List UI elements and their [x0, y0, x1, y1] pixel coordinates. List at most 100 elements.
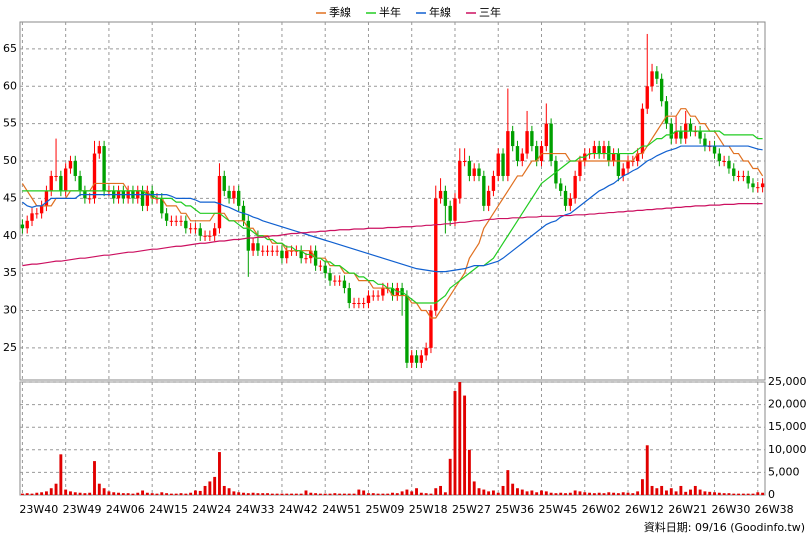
- ma-line: [22, 203, 763, 267]
- volume-bar: [386, 493, 390, 495]
- candle-body: [659, 78, 664, 102]
- volume-bar: [732, 493, 736, 495]
- volume-bar: [141, 490, 145, 495]
- candle-body: [270, 250, 275, 252]
- y-tick-label: 35: [3, 266, 17, 279]
- volume-bar: [602, 493, 606, 495]
- candle-body: [669, 123, 673, 139]
- volume-bar: [669, 488, 673, 495]
- volume-bar: [169, 493, 173, 495]
- volume-bar: [578, 491, 582, 495]
- candle-body: [549, 123, 553, 162]
- volume-bar: [126, 493, 130, 495]
- volume-bar: [439, 485, 443, 495]
- volume-bar: [280, 493, 284, 495]
- volume-bar: [616, 493, 620, 495]
- volume-bar: [367, 493, 370, 495]
- volume-bar: [83, 493, 87, 495]
- y2-tick-label: 5,000: [768, 465, 800, 478]
- y2-tick-label: 15,000: [768, 420, 807, 433]
- volume-bar: [501, 485, 505, 495]
- volume-bar: [612, 492, 616, 495]
- volume-bar: [530, 490, 534, 495]
- x-tick-label: 24W15: [149, 503, 188, 516]
- volume-bar: [73, 492, 77, 495]
- candle-body: [208, 235, 212, 237]
- volume-bar: [328, 493, 332, 495]
- candle-body: [342, 280, 347, 289]
- volume-bar: [496, 492, 500, 495]
- volume-bar: [693, 485, 697, 495]
- candle-body: [458, 161, 462, 199]
- volume-bar: [568, 492, 572, 495]
- candle-body: [616, 153, 621, 176]
- volume-bar: [40, 492, 44, 495]
- candle-body: [674, 131, 678, 139]
- ma-line: [22, 130, 763, 304]
- candle-body: [357, 303, 361, 305]
- volume-bar: [544, 491, 548, 495]
- candle-body: [640, 108, 645, 154]
- volume-bar: [722, 493, 726, 495]
- candle-body: [482, 175, 486, 206]
- candle-body: [251, 243, 255, 251]
- x-tick-label: 25W45: [539, 503, 578, 516]
- volume-bar: [506, 470, 510, 495]
- volume-bar: [487, 491, 491, 495]
- footer: 資料日期: 09/16 (Goodinfo.tw): [644, 520, 805, 534]
- candle-body: [174, 220, 178, 222]
- y-tick-label: 45: [3, 191, 17, 204]
- candle-body: [366, 295, 371, 304]
- volume-bar: [540, 490, 543, 495]
- candle-body: [179, 220, 183, 222]
- volume-bar: [64, 489, 68, 495]
- candle-body: [337, 280, 342, 282]
- volume-bar: [112, 492, 116, 495]
- candle-body: [227, 190, 231, 199]
- volume-bar: [597, 492, 601, 495]
- candle-body: [410, 355, 414, 363]
- candle-body: [347, 288, 351, 304]
- volume-bar: [703, 491, 707, 495]
- candle-body: [530, 131, 534, 147]
- candle-body: [44, 190, 49, 206]
- candle-body: [462, 161, 467, 163]
- x-tick-label: 25W27: [452, 503, 491, 516]
- volume-bar: [54, 483, 58, 495]
- volume-bar: [761, 492, 765, 495]
- y-tick-label: 40: [3, 229, 17, 242]
- legend-label: 季線: [329, 5, 351, 19]
- volume-bar: [208, 481, 212, 495]
- x-tick-label: 24W33: [236, 503, 275, 516]
- candle-body: [193, 228, 198, 230]
- volume-bar: [592, 493, 596, 495]
- volume-bar: [472, 481, 476, 495]
- volume-bar: [304, 490, 308, 495]
- volume-bar: [376, 493, 380, 495]
- candle-body: [655, 71, 659, 79]
- candle-body: [621, 168, 625, 176]
- candle-body: [688, 123, 693, 132]
- volume-bar: [640, 479, 644, 495]
- volume-bar: [88, 492, 92, 495]
- volume-bar: [261, 493, 265, 495]
- volume-bar: [275, 493, 279, 495]
- volume-bar: [746, 493, 750, 495]
- candle-body: [54, 175, 58, 177]
- candle-body: [145, 190, 150, 206]
- volume-bar: [179, 493, 183, 495]
- candle-body: [39, 205, 44, 214]
- volume-bar: [78, 492, 82, 495]
- candle-body: [160, 198, 164, 214]
- candle-body: [664, 101, 669, 124]
- volume-bar: [535, 492, 539, 495]
- candle-body: [467, 161, 472, 176]
- candle-body: [217, 175, 222, 229]
- candle-body: [323, 265, 327, 274]
- y-tick-label: 65: [3, 42, 17, 55]
- volume-bar: [684, 491, 688, 495]
- ma-line: [22, 145, 763, 273]
- volume-bar: [102, 488, 106, 495]
- volume-bar: [232, 491, 236, 495]
- candle-body: [448, 205, 452, 221]
